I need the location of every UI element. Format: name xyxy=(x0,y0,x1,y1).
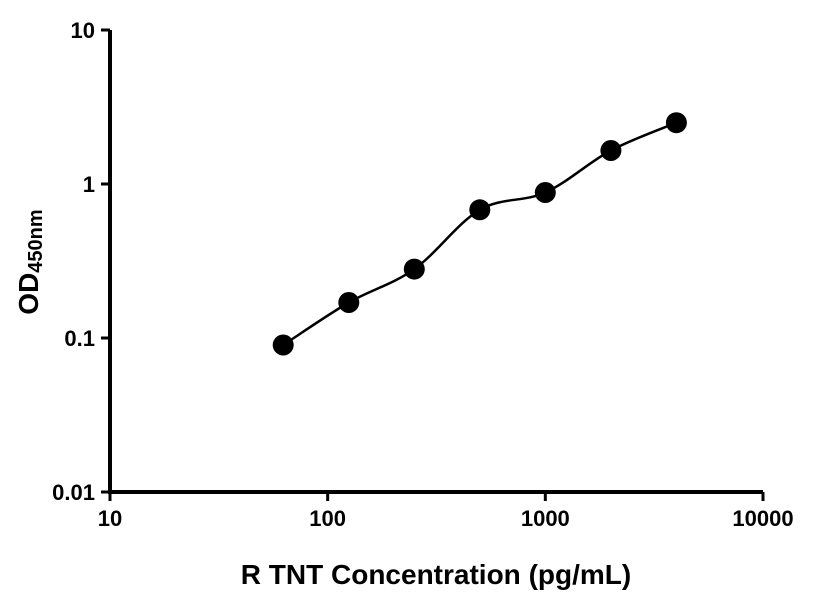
y-axis-title-subscript: 450nm xyxy=(25,209,47,272)
x-tick-label: 1000 xyxy=(521,506,570,531)
y-tick-label: 10 xyxy=(71,18,95,43)
data-point xyxy=(272,334,294,356)
y-axis-title-main: OD xyxy=(13,273,44,315)
y-tick-label: 0.01 xyxy=(52,480,95,505)
x-tick-label: 10 xyxy=(98,506,122,531)
y-axis-title: OD450nm xyxy=(13,209,47,314)
data-point xyxy=(338,292,360,313)
data-point xyxy=(469,199,491,221)
y-tick-label: 1 xyxy=(83,172,95,197)
axes-frame xyxy=(108,30,763,494)
x-axis-title: R TNT Concentration (pg/mL) xyxy=(241,559,631,590)
x-tick-label: 10000 xyxy=(732,506,793,531)
y-tick-label: 0.1 xyxy=(64,326,95,351)
x-tick-label: 100 xyxy=(309,506,346,531)
data-point xyxy=(534,182,556,203)
plot-area: 10 100 1000 10000 0.01 0.1 1 10 xyxy=(52,18,793,531)
data-point xyxy=(665,112,687,134)
data-point xyxy=(403,258,425,280)
data-point xyxy=(600,140,622,161)
